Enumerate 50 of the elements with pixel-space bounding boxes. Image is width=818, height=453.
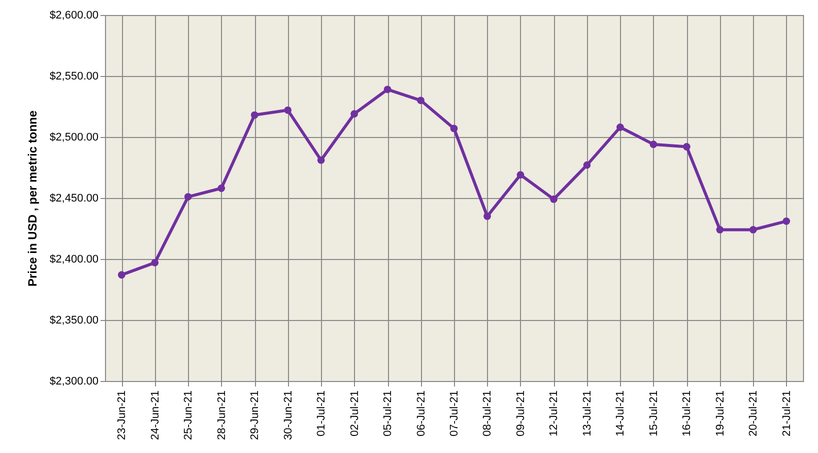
y-tick-label: $2,300.00 [50,376,98,388]
x-tick-label: 09-Jul-21 [514,390,527,436]
point [550,196,558,203]
point [583,161,591,169]
point [650,140,658,148]
x-tick-label: 25-Jun-21 [182,390,195,440]
x-tick-label: 21-Jul-21 [780,390,793,436]
y-tick-label: $2,350.00 [50,314,98,326]
point [284,106,292,114]
point [417,96,424,104]
x-tick-label: 29-Jun-21 [249,390,262,440]
y-tick-label: $2,400.00 [50,254,98,266]
point [317,156,325,164]
x-tick-label: 13-Jul-21 [581,390,594,436]
y-tick-label: $2,500.00 [50,132,98,144]
x-tick-label: 30-Jun-21 [282,390,294,440]
x-tick-label: 23-Jun-21 [116,390,128,440]
y-axis-title: Price in USD , per metric tonne [26,110,40,287]
x-tick-label: 05-Jul-21 [382,390,394,436]
x-tick-label: 24-Jun-21 [149,390,162,440]
x-tick-label: 07-Jul-21 [448,390,460,436]
point [716,226,724,234]
x-tick-label: 16-Jul-21 [681,390,694,436]
point [616,124,624,131]
x-tick-label: 20-Jul-21 [748,390,760,436]
point [749,226,757,234]
point [350,110,358,118]
x-tick-label: 15-Jul-21 [648,390,660,436]
x-tick-label: 19-Jul-21 [714,390,726,436]
point [516,171,524,179]
point [682,143,690,150]
x-tick-label: 12-Jul-21 [548,390,560,436]
y-tick-label: $2,450.00 [50,192,98,204]
x-tick-label: 06-Jul-21 [415,390,428,436]
x-tick-label: 02-Jul-21 [348,390,361,436]
point [450,124,458,132]
y-tick-label: $2,550.00 [50,70,98,82]
point [484,212,491,220]
point [384,86,392,94]
x-tick-label: 28-Jun-21 [216,390,228,440]
x-tick-label: 14-Jul-21 [614,390,627,436]
x-tick-label: 01-Jul-21 [316,390,328,436]
point [250,111,258,119]
point [184,193,192,200]
point [782,217,790,225]
point [118,271,126,279]
y-tick-label: $2,600.00 [50,10,98,22]
point [151,258,159,266]
point [218,184,226,192]
x-tick-label: 08-Jul-21 [482,390,494,436]
